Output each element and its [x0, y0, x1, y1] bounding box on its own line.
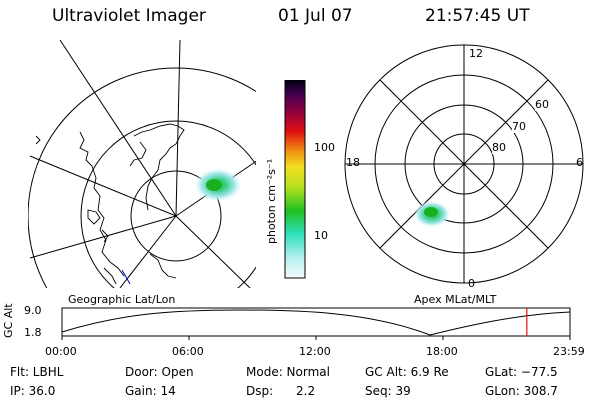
mlt-label-0: 0 [468, 277, 475, 290]
timeline-x-tick-1800: 18:00 [426, 345, 458, 358]
lat-circle-outer [28, 67, 256, 288]
meridian [29, 155, 177, 217]
timeline-y-tick-1-8: 1.8 [24, 326, 42, 339]
mlat-label-60: 60 [535, 98, 549, 111]
mlt-line-diag [379, 79, 549, 249]
info-filter: Flt: LBHL [10, 365, 64, 379]
mlt-label-6: 6 [576, 156, 583, 169]
colorbar-unit-label: photon cm⁻²s⁻¹ [265, 158, 278, 244]
meridian [119, 215, 177, 288]
colorbar [284, 80, 306, 279]
info-glat: GLat: −77.5 [485, 365, 558, 379]
coastline-blue [121, 269, 131, 285]
polar-plot [344, 44, 584, 284]
colorbar-tick-10: 10 [314, 229, 328, 242]
timeline-x-tick-0600: 06:00 [172, 345, 204, 358]
altitude-timeline [61, 307, 571, 340]
info-gain: Gain: 14 [125, 384, 176, 398]
info-mode: Mode: Normal [246, 365, 330, 379]
timeline-y-tick-9: 9.0 [24, 304, 42, 317]
timeline-right-title: Apex MLat/MLT [414, 293, 497, 306]
info-dsp: Dsp: 2.2 [246, 384, 316, 398]
meridian [175, 40, 181, 217]
timeline-x-tick-1200: 12:00 [299, 345, 331, 358]
meridian [29, 215, 177, 259]
header-date: 01 Jul 07 [278, 6, 353, 26]
timeline-x-tick-2359: 23:59 [553, 345, 585, 358]
timeline-left-title: Geographic Lat/Lon [68, 293, 176, 306]
info-ip: IP: 36.0 [10, 384, 56, 398]
aurora-core-mag [424, 207, 438, 217]
header-time: 21:57:45 UT [425, 6, 530, 26]
info-door: Door: Open [125, 365, 194, 379]
info-gc-alt: GC Alt: 6.9 Re [365, 365, 449, 379]
mlat-label-70: 70 [512, 120, 526, 133]
geographic-map [28, 40, 256, 288]
meridian [59, 40, 177, 217]
mlt-label-12: 12 [469, 47, 483, 60]
info-seq: Seq: 39 [365, 384, 411, 398]
mlt-label-18: 18 [346, 156, 360, 169]
altitude-curve [61, 309, 571, 336]
colorbar-gradient [284, 80, 306, 279]
coastline [35, 123, 185, 285]
meridian [175, 215, 251, 288]
timeline-x-tick-0000: 00:00 [45, 345, 77, 358]
info-glon: GLon: 308.7 [485, 384, 558, 398]
timeline-y-axis-label: GC Alt [2, 303, 15, 338]
colorbar-tick-100: 100 [314, 141, 335, 154]
aurora-core-geo [206, 179, 222, 191]
lat-circle-inner [130, 170, 222, 262]
lat-circle-middle [80, 120, 256, 288]
app-title: Ultraviolet Imager [52, 6, 206, 26]
mlat-label-80: 80 [492, 141, 506, 154]
